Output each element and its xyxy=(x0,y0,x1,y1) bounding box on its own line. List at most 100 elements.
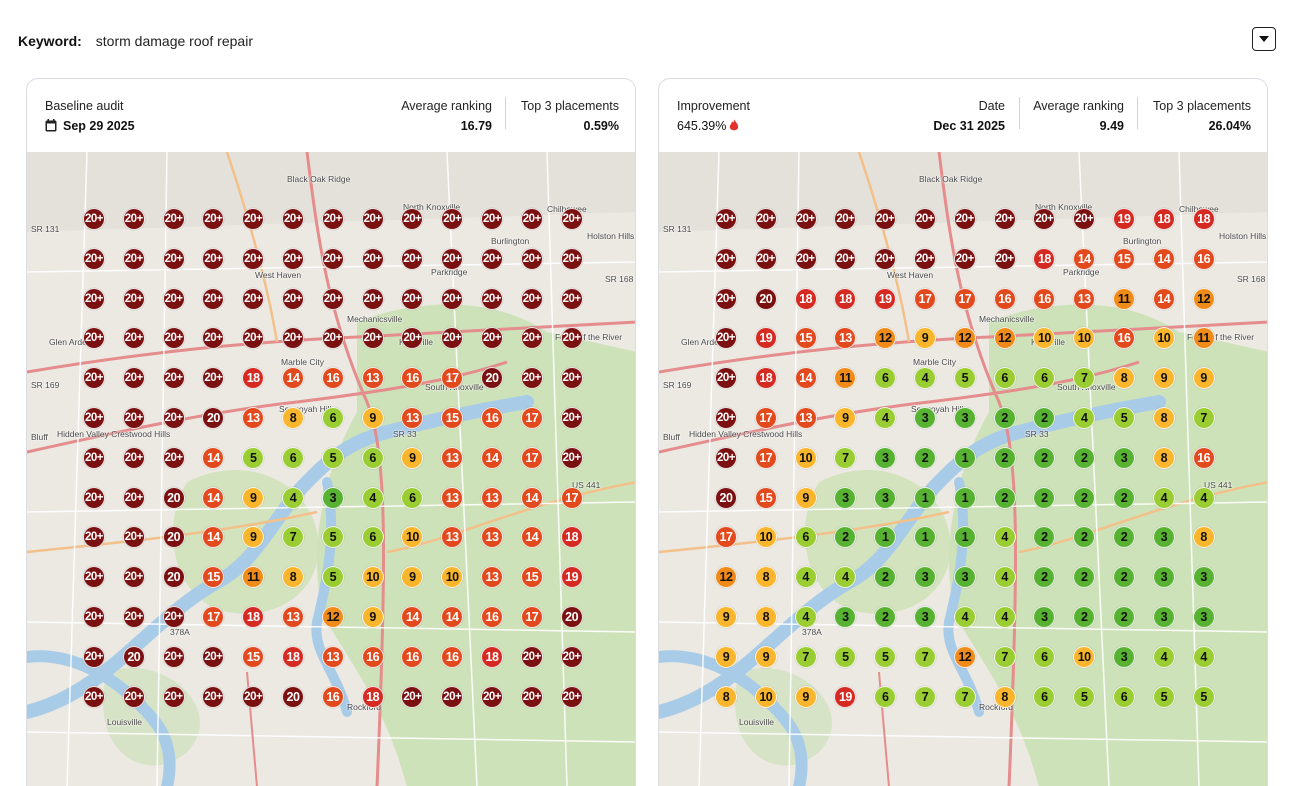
rank-pin[interactable]: 3 xyxy=(874,446,897,469)
rank-pin[interactable]: 20+ xyxy=(560,446,583,469)
rank-pin[interactable]: 6 xyxy=(321,407,344,429)
rank-pin[interactable]: 9 xyxy=(794,685,817,708)
rank-pin[interactable]: 20+ xyxy=(162,685,185,708)
rank-pin[interactable]: 2 xyxy=(1113,486,1135,509)
rank-pin[interactable]: 20+ xyxy=(874,247,897,270)
rank-pin[interactable]: 20+ xyxy=(520,247,543,270)
rank-pin[interactable]: 6 xyxy=(1033,685,1056,708)
rank-pin[interactable]: 7 xyxy=(282,526,304,549)
rank-pin[interactable]: 20+ xyxy=(242,287,265,310)
expand-dropdown-button[interactable] xyxy=(1252,27,1276,51)
rank-pin[interactable]: 14 xyxy=(441,606,464,628)
rank-pin[interactable]: 20+ xyxy=(83,247,105,270)
rank-pin[interactable]: 18 xyxy=(560,526,583,549)
rank-pin[interactable]: 20+ xyxy=(162,606,185,628)
rank-pin[interactable]: 20+ xyxy=(520,645,543,668)
rank-pin[interactable]: 7 xyxy=(914,645,936,668)
rank-pin[interactable]: 19 xyxy=(754,327,777,350)
rank-pin[interactable]: 7 xyxy=(1192,407,1215,429)
rank-pin[interactable]: 20+ xyxy=(441,327,464,350)
rank-pin[interactable]: 20+ xyxy=(715,446,737,469)
rank-pin[interactable]: 10 xyxy=(1073,645,1096,668)
rank-pin[interactable]: 20+ xyxy=(993,247,1016,270)
rank-pin[interactable]: 20+ xyxy=(83,208,105,230)
rank-pin[interactable]: 14 xyxy=(1073,247,1096,270)
rank-pin[interactable]: 14 xyxy=(520,486,543,509)
rank-pin[interactable]: 20+ xyxy=(794,247,817,270)
rank-pin[interactable]: 20+ xyxy=(715,367,737,390)
rank-pin[interactable]: 1 xyxy=(874,526,897,549)
rank-pin[interactable]: 17 xyxy=(754,446,777,469)
rank-pin[interactable]: 4 xyxy=(993,566,1016,589)
rank-pin[interactable]: 6 xyxy=(282,446,304,469)
rank-pin[interactable]: 16 xyxy=(401,367,424,390)
rank-pin[interactable]: 18 xyxy=(481,645,503,668)
rank-pin[interactable]: 7 xyxy=(834,446,857,469)
rank-pin[interactable]: 14 xyxy=(520,526,543,549)
rank-pin[interactable]: 18 xyxy=(794,287,817,310)
rank-pin[interactable]: 20+ xyxy=(520,367,543,390)
rank-pin[interactable]: 6 xyxy=(874,685,897,708)
rank-pin[interactable]: 20+ xyxy=(162,327,185,350)
rank-pin[interactable]: 20+ xyxy=(834,247,857,270)
rank-pin[interactable]: 20+ xyxy=(560,208,583,230)
rank-pin[interactable]: 9 xyxy=(715,606,737,628)
rank-pin[interactable]: 2 xyxy=(1033,486,1056,509)
rank-pin[interactable]: 20+ xyxy=(321,287,344,310)
rank-pin[interactable]: 17 xyxy=(520,446,543,469)
rank-pin[interactable]: 1 xyxy=(914,526,936,549)
rank-pin[interactable]: 8 xyxy=(715,685,737,708)
rank-pin[interactable]: 20+ xyxy=(202,327,225,350)
rank-pin[interactable]: 18 xyxy=(1152,208,1175,230)
rank-pin[interactable]: 17 xyxy=(754,407,777,429)
rank-pin[interactable]: 15 xyxy=(202,566,225,589)
rank-pin[interactable]: 11 xyxy=(1192,327,1215,350)
rank-pin[interactable]: 16 xyxy=(1033,287,1056,310)
rank-pin[interactable]: 2 xyxy=(1073,526,1096,549)
rank-pin[interactable]: 15 xyxy=(794,327,817,350)
rank-pin[interactable]: 9 xyxy=(914,327,936,350)
rank-pin[interactable]: 2 xyxy=(1033,526,1056,549)
rank-pin[interactable]: 20+ xyxy=(560,247,583,270)
rank-pin[interactable]: 6 xyxy=(361,526,384,549)
rank-pin[interactable]: 19 xyxy=(874,287,897,310)
rank-pin[interactable]: 4 xyxy=(834,566,857,589)
rank-pin[interactable]: 20+ xyxy=(321,327,344,350)
rank-pin[interactable]: 20+ xyxy=(242,247,265,270)
rank-pin[interactable]: 12 xyxy=(953,645,976,668)
rank-pin[interactable]: 20+ xyxy=(122,287,145,310)
rank-pin[interactable]: 10 xyxy=(361,566,384,589)
rank-pin[interactable]: 4 xyxy=(1152,486,1175,509)
rank-pin[interactable]: 20+ xyxy=(361,247,384,270)
rank-pin[interactable]: 10 xyxy=(754,526,777,549)
rank-pin[interactable]: 4 xyxy=(361,486,384,509)
rank-pin[interactable]: 12 xyxy=(874,327,897,350)
rank-pin[interactable]: 20+ xyxy=(122,446,145,469)
rank-pin[interactable]: 8 xyxy=(1152,407,1175,429)
rank-pin[interactable]: 12 xyxy=(1192,287,1215,310)
rank-pin[interactable]: 19 xyxy=(1113,208,1135,230)
rank-pin[interactable]: 20+ xyxy=(1033,208,1056,230)
rank-pin[interactable]: 7 xyxy=(914,685,936,708)
rank-pin[interactable]: 20+ xyxy=(83,486,105,509)
rank-pin[interactable]: 20+ xyxy=(520,685,543,708)
rank-pin[interactable]: 20+ xyxy=(83,685,105,708)
rank-pin[interactable]: 20+ xyxy=(83,566,105,589)
rank-pin[interactable]: 15 xyxy=(520,566,543,589)
rank-pin[interactable]: 3 xyxy=(834,606,857,628)
rank-pin[interactable]: 20+ xyxy=(321,247,344,270)
rank-pin[interactable]: 20+ xyxy=(242,208,265,230)
rank-pin[interactable]: 14 xyxy=(202,486,225,509)
rank-pin[interactable]: 3 xyxy=(1192,566,1215,589)
rank-pin[interactable]: 20+ xyxy=(162,407,185,429)
rank-pin[interactable]: 3 xyxy=(1152,526,1175,549)
rank-pin[interactable]: 18 xyxy=(1033,247,1056,270)
rank-pin[interactable]: 20+ xyxy=(834,208,857,230)
rank-pin[interactable]: 20+ xyxy=(520,208,543,230)
rank-pin[interactable]: 4 xyxy=(953,606,976,628)
rank-pin[interactable]: 3 xyxy=(953,566,976,589)
rank-pin[interactable]: 7 xyxy=(993,645,1016,668)
rank-pin[interactable]: 18 xyxy=(834,287,857,310)
rank-pin[interactable]: 17 xyxy=(520,606,543,628)
rank-pin[interactable]: 20+ xyxy=(401,208,424,230)
